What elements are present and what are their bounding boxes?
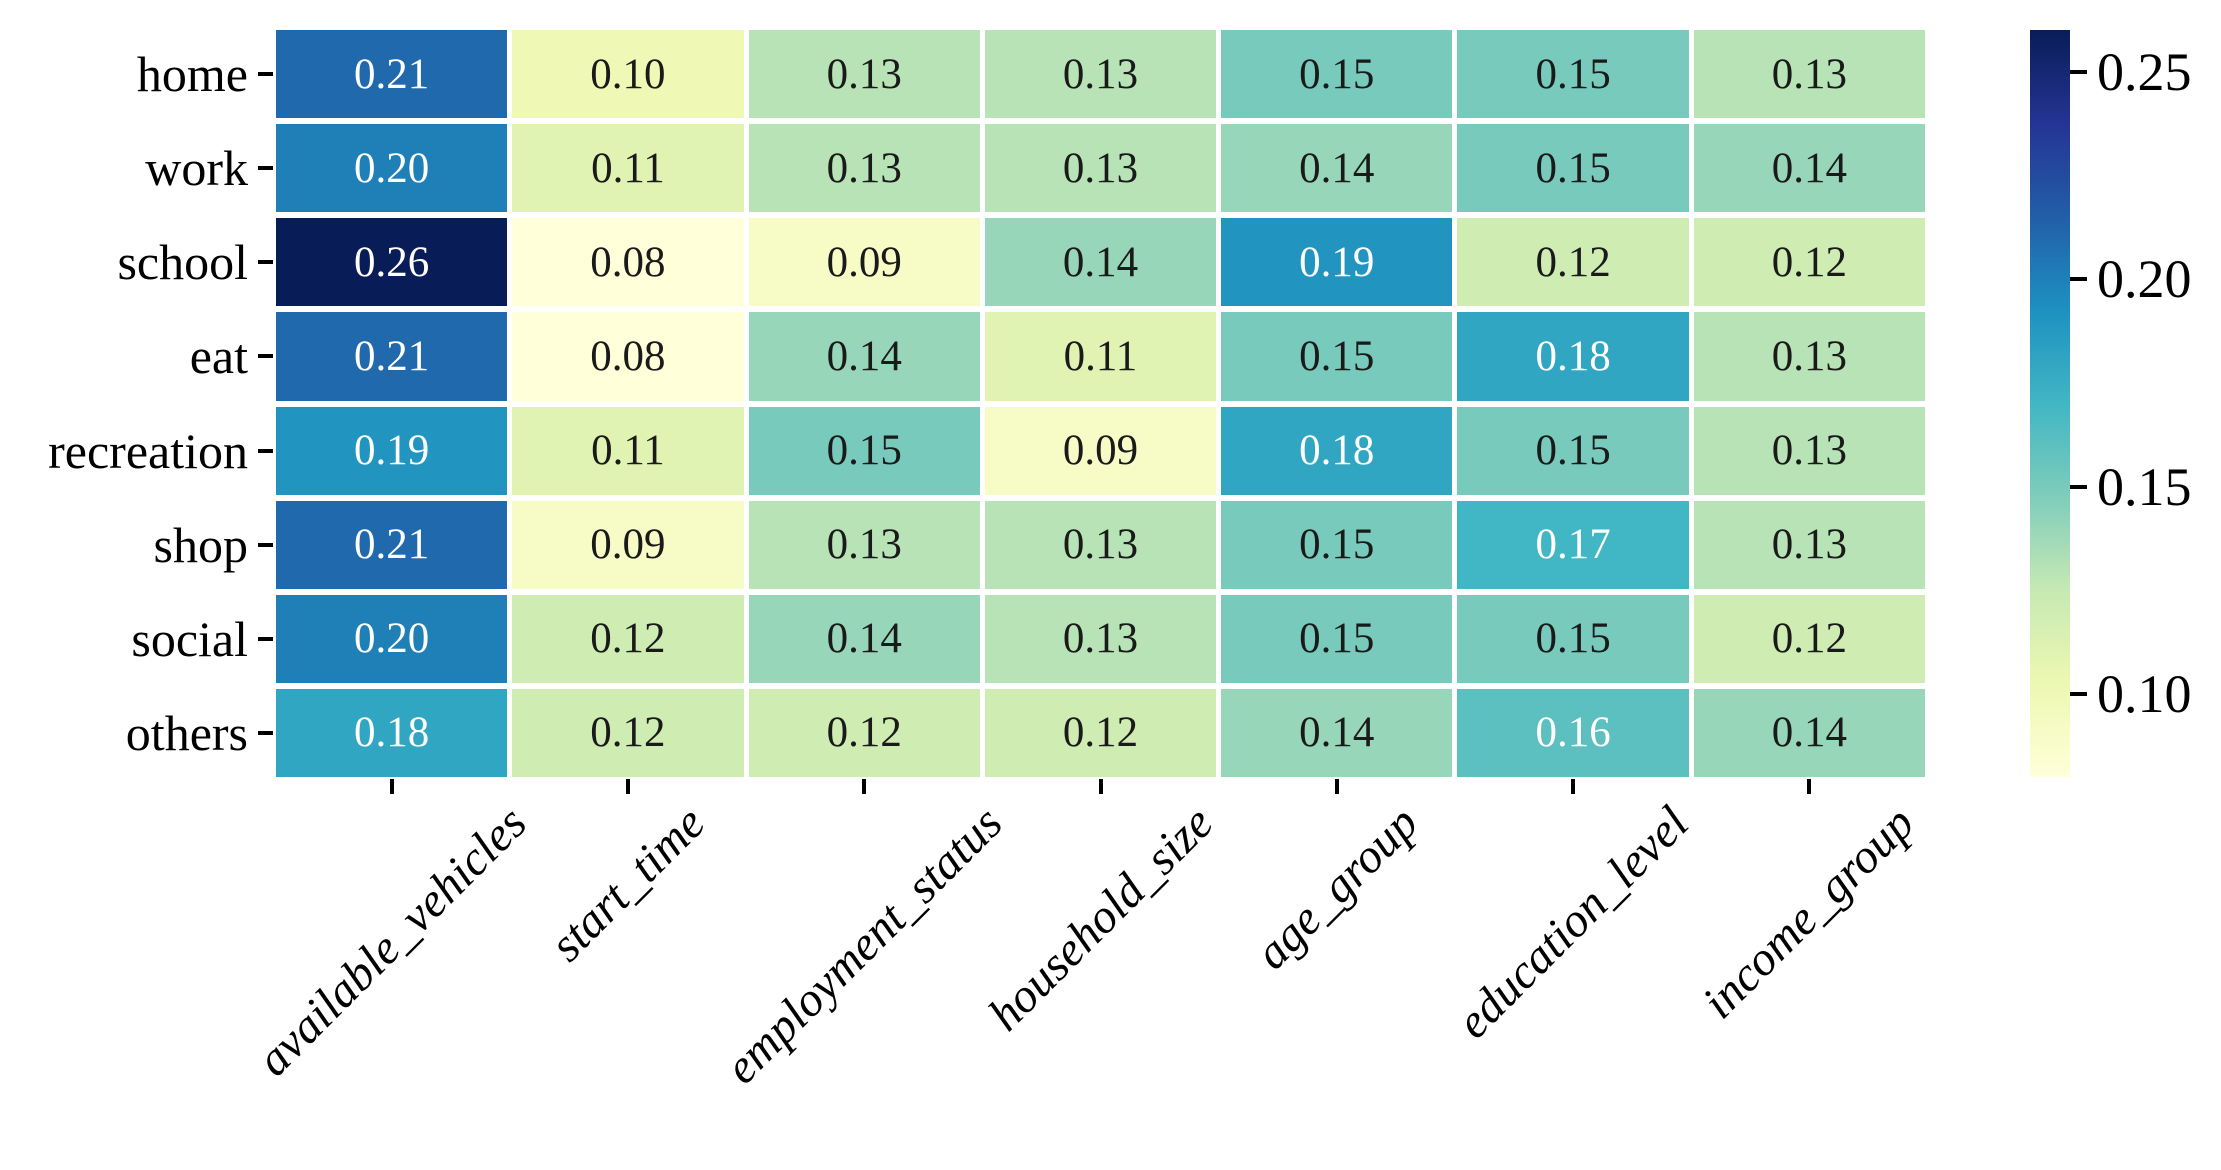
heatmap-cell-school-age_group: 0.19 bbox=[1221, 218, 1453, 307]
heatmap-cell-social-education_level: 0.15 bbox=[1457, 594, 1689, 683]
y-axis-label-recreation: recreation bbox=[48, 422, 248, 479]
colorbar-tick-label-0.10: 0.10 bbox=[2097, 664, 2192, 724]
heatmap-cell-recreation-age_group: 0.18 bbox=[1221, 406, 1453, 495]
colorbar bbox=[2030, 30, 2070, 777]
heatmap-cell-home-available_vehicles: 0.21 bbox=[276, 30, 508, 119]
heatmap-cell-social-age_group: 0.15 bbox=[1221, 594, 1453, 683]
x-axis-label-household_size: household_size bbox=[977, 796, 1223, 1042]
colorbar-tick-0.20 bbox=[2070, 277, 2087, 281]
heatmap-cell-eat-household_size: 0.11 bbox=[984, 312, 1217, 401]
x-axis-label-employment_status: employment_status bbox=[714, 796, 1013, 1094]
heatmap-cell-recreation-employment_status: 0.15 bbox=[748, 406, 980, 495]
y-tick-school bbox=[258, 260, 273, 265]
y-tick-eat bbox=[258, 354, 273, 359]
heatmap-cell-work-household_size: 0.13 bbox=[984, 124, 1217, 213]
y-tick-social bbox=[258, 636, 273, 641]
heatmap-cell-school-household_size: 0.14 bbox=[984, 218, 1217, 307]
x-axis-label-age_group: age_group bbox=[1244, 796, 1429, 980]
x-tick-education_level bbox=[1571, 779, 1576, 794]
heatmap-cell-shop-household_size: 0.13 bbox=[984, 500, 1217, 589]
heatmap-cell-work-age_group: 0.14 bbox=[1221, 124, 1453, 213]
heatmap-cell-school-start_time: 0.08 bbox=[512, 218, 744, 307]
heatmap-cell-others-start_time: 0.12 bbox=[512, 688, 744, 777]
heatmap-cell-school-employment_status: 0.09 bbox=[748, 218, 980, 307]
heatmap-cell-recreation-household_size: 0.09 bbox=[984, 406, 1217, 495]
y-axis-label-school: school bbox=[117, 234, 248, 291]
heatmap-cell-school-education_level: 0.12 bbox=[1457, 218, 1689, 307]
heatmap-cell-home-education_level: 0.15 bbox=[1457, 30, 1689, 119]
heatmap-cell-recreation-available_vehicles: 0.19 bbox=[276, 406, 508, 495]
heatmap-cell-shop-available_vehicles: 0.21 bbox=[276, 500, 508, 589]
y-tick-shop bbox=[258, 542, 273, 547]
heatmap-cell-shop-income_group: 0.13 bbox=[1693, 500, 1925, 589]
heatmap-cell-eat-available_vehicles: 0.21 bbox=[276, 312, 508, 401]
heatmap-cell-others-employment_status: 0.12 bbox=[748, 688, 980, 777]
y-tick-recreation bbox=[258, 448, 273, 453]
heatmap-cell-work-employment_status: 0.13 bbox=[748, 124, 980, 213]
heatmap-cell-home-employment_status: 0.13 bbox=[748, 30, 980, 119]
y-tick-home bbox=[258, 72, 273, 77]
heatmap-cell-shop-start_time: 0.09 bbox=[512, 500, 744, 589]
heatmap-cell-recreation-start_time: 0.11 bbox=[512, 406, 744, 495]
y-tick-work bbox=[258, 166, 273, 171]
heatmap-cell-home-income_group: 0.13 bbox=[1693, 30, 1925, 119]
colorbar-tick-0.25 bbox=[2070, 69, 2087, 74]
heatmap-cell-others-education_level: 0.16 bbox=[1457, 688, 1689, 777]
heatmap-cell-social-household_size: 0.13 bbox=[984, 594, 1217, 683]
heatmap-cell-others-available_vehicles: 0.18 bbox=[276, 688, 508, 777]
colorbar-tick-label-0.15: 0.15 bbox=[2097, 456, 2192, 517]
heatmap-cell-recreation-education_level: 0.15 bbox=[1457, 406, 1689, 495]
x-tick-income_group bbox=[1807, 779, 1812, 794]
heatmap-cell-shop-employment_status: 0.13 bbox=[748, 500, 980, 589]
heatmap-cell-social-employment_status: 0.14 bbox=[748, 594, 980, 683]
x-axis-label-start_time: start_time bbox=[539, 796, 715, 972]
heatmap-grid: 0.21 0.10 0.13 0.13 0.15 0.15 0.13 0.20 0.11 0.13… bbox=[276, 30, 1925, 777]
x-tick-start_time bbox=[625, 779, 630, 794]
heatmap-cell-eat-start_time: 0.08 bbox=[512, 312, 744, 401]
x-axis-label-income_group: income_group bbox=[1692, 796, 1925, 1029]
colorbar-tick-0.15 bbox=[2070, 484, 2087, 489]
y-axis-label-shop: shop bbox=[153, 516, 248, 573]
y-axis-label-others: others bbox=[125, 704, 248, 761]
heatmap-cell-eat-age_group: 0.15 bbox=[1221, 312, 1453, 401]
heatmap-cell-eat-employment_status: 0.14 bbox=[748, 312, 980, 401]
x-tick-employment_status bbox=[862, 779, 867, 794]
heatmap-cell-recreation-income_group: 0.13 bbox=[1693, 406, 1925, 495]
y-axis-label-eat: eat bbox=[189, 328, 248, 385]
heatmap-cell-others-income_group: 0.14 bbox=[1693, 688, 1925, 777]
colorbar-tick-0.10 bbox=[2070, 692, 2087, 696]
heatmap-cell-others-age_group: 0.14 bbox=[1221, 688, 1453, 777]
heatmap-cell-work-education_level: 0.15 bbox=[1457, 124, 1689, 213]
heatmap-cell-home-household_size: 0.13 bbox=[984, 30, 1217, 119]
heatmap-cell-school-income_group: 0.12 bbox=[1693, 218, 1925, 307]
heatmap-cell-work-available_vehicles: 0.20 bbox=[276, 124, 508, 213]
heatmap-cell-work-start_time: 0.11 bbox=[512, 124, 744, 213]
heatmap-cell-work-income_group: 0.14 bbox=[1693, 124, 1925, 213]
colorbar-tick-label-0.20: 0.20 bbox=[2097, 249, 2192, 309]
heatmap-cell-social-available_vehicles: 0.20 bbox=[276, 594, 508, 683]
heatmap-cell-shop-education_level: 0.17 bbox=[1457, 500, 1689, 589]
y-axis-label-work: work bbox=[145, 140, 248, 197]
colorbar-tick-label-0.25: 0.25 bbox=[2097, 41, 2192, 102]
heatmap-cell-others-household_size: 0.12 bbox=[984, 688, 1217, 777]
heatmap-cell-shop-age_group: 0.15 bbox=[1221, 500, 1453, 589]
x-axis-label-education_level: education_level bbox=[1446, 796, 1699, 1049]
y-tick-others bbox=[258, 730, 273, 735]
y-axis-label-home: home bbox=[136, 46, 248, 103]
x-axis-label-available_vehicles: available_vehicles bbox=[246, 796, 537, 1087]
heatmap-cell-home-age_group: 0.15 bbox=[1221, 30, 1453, 119]
x-tick-age_group bbox=[1334, 779, 1339, 794]
heatmap-cell-social-start_time: 0.12 bbox=[512, 594, 744, 683]
x-tick-household_size bbox=[1098, 779, 1103, 794]
x-tick-available_vehicles bbox=[389, 779, 394, 794]
heatmap-cell-school-available_vehicles: 0.26 bbox=[276, 218, 508, 307]
heatmap-cell-eat-education_level: 0.18 bbox=[1457, 312, 1689, 401]
heatmap-cell-home-start_time: 0.10 bbox=[512, 30, 744, 119]
heatmap-cell-social-income_group: 0.12 bbox=[1693, 594, 1925, 683]
heatmap-cell-eat-income_group: 0.13 bbox=[1693, 312, 1925, 401]
y-axis-label-social: social bbox=[131, 610, 248, 667]
